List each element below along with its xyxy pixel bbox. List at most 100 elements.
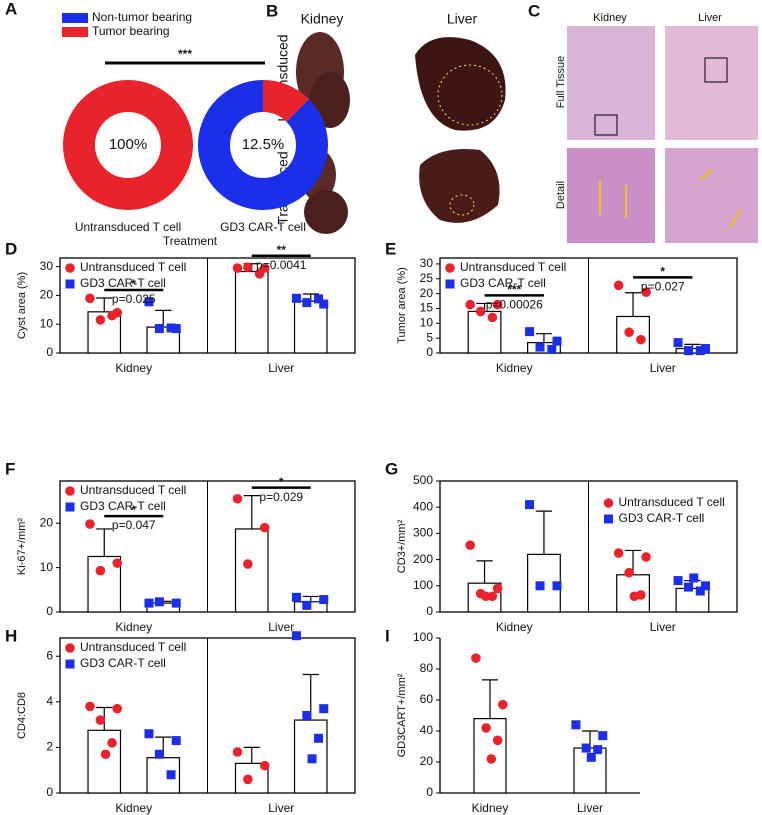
- data-point: [552, 581, 562, 591]
- bar: [234, 528, 269, 613]
- data-point: [307, 754, 317, 764]
- data-point: [85, 293, 95, 304]
- column-label: Liver: [698, 12, 722, 24]
- error-bar: [96, 297, 113, 312]
- y-tick-label: 20: [420, 754, 434, 768]
- data-point: [487, 312, 498, 323]
- y-tick-label: 6: [46, 648, 53, 662]
- significance-stars: ***: [178, 47, 192, 61]
- data-point: [552, 336, 562, 346]
- y-tick-label: 10: [40, 560, 54, 574]
- data-point: [171, 324, 181, 334]
- row-label: Detail: [555, 181, 567, 209]
- data-point: [481, 723, 491, 733]
- bar: [293, 719, 328, 794]
- legend-swatch: [62, 27, 88, 37]
- legend-label: GD3 CAR-T cell: [460, 276, 546, 290]
- p-value: p=0.00026: [486, 298, 543, 312]
- error-bar: [535, 510, 553, 555]
- y-tick-label: 4: [46, 694, 53, 708]
- bar: [87, 555, 122, 613]
- data-point: [166, 323, 176, 333]
- data-point: [166, 770, 176, 780]
- data-point: [144, 598, 154, 608]
- data-point: [154, 597, 164, 607]
- legend-marker: [65, 279, 75, 289]
- data-point: [314, 294, 324, 304]
- data-point: [95, 715, 106, 725]
- y-tick-label: 300: [413, 526, 433, 540]
- y-axis-label: Tumor area (%): [396, 267, 408, 344]
- x-tick-label: Liver: [650, 361, 676, 375]
- data-point: [581, 743, 591, 753]
- data-point: [684, 582, 694, 592]
- legend-label: GD3 CAR-T cell: [80, 656, 166, 670]
- significance-stars: **: [277, 243, 287, 257]
- y-tick-label: 30: [40, 259, 54, 273]
- y-tick-label: 20: [40, 288, 54, 302]
- y-tick-label: 60: [420, 692, 434, 706]
- error-bar: [243, 746, 260, 764]
- legend-label: GD3 CAR-T cell: [619, 511, 705, 525]
- legend-swatch: [62, 13, 88, 23]
- data-point: [112, 558, 123, 568]
- x-tick-label: Kidney: [115, 620, 152, 634]
- row-label: Full Tissue: [555, 56, 567, 109]
- data-point: [465, 540, 475, 550]
- panel-letter: A: [5, 0, 17, 18]
- y-tick-label: 100: [413, 578, 433, 592]
- legend-marker: [65, 502, 75, 512]
- legend-marker: [65, 263, 75, 273]
- data-point: [471, 653, 481, 663]
- x-tick-label: Kidney: [115, 801, 152, 815]
- donut-segment: [198, 80, 328, 210]
- data-point: [525, 327, 535, 337]
- y-tick-label: 500: [413, 473, 433, 487]
- legend-label: Untransduced T cell: [80, 260, 186, 274]
- data-point: [144, 729, 154, 739]
- data-point: [254, 269, 265, 279]
- x-tick-label: Liver: [268, 620, 294, 634]
- data-point: [684, 346, 694, 356]
- data-point: [486, 754, 497, 764]
- legend-label: GD3 CAR-T cell: [80, 276, 166, 290]
- data-point: [154, 324, 164, 334]
- legend-marker: [604, 514, 613, 524]
- data-point: [598, 731, 608, 741]
- error-bar: [243, 495, 260, 529]
- significance-stars: *: [131, 277, 136, 291]
- y-axis-label: Cyst area (%): [16, 272, 28, 339]
- data-point: [112, 703, 123, 714]
- data-point: [319, 299, 329, 309]
- y-tick-label: 0: [426, 785, 433, 799]
- x-tick-label: Liver: [650, 620, 676, 634]
- data-point: [95, 565, 106, 576]
- y-tick-label: 0: [46, 785, 53, 799]
- y-tick-label: 80: [420, 661, 434, 675]
- data-point: [695, 586, 705, 596]
- data-point: [154, 749, 164, 759]
- data-point: [593, 745, 603, 755]
- data-point: [547, 344, 557, 354]
- error-bar: [535, 333, 553, 343]
- data-point: [319, 704, 329, 714]
- significance-stars: *: [279, 475, 284, 489]
- data-point: [492, 299, 503, 310]
- y-tick-label: 400: [413, 499, 433, 513]
- y-tick-label: 2: [46, 740, 53, 754]
- data-point: [259, 522, 270, 533]
- p-value: p=0.027: [641, 279, 685, 293]
- y-tick-label: 10: [40, 316, 54, 330]
- data-point: [243, 559, 253, 569]
- legend-marker: [65, 486, 75, 496]
- p-value: p=0.025: [112, 292, 156, 306]
- legend-marker: [65, 643, 75, 653]
- data-point: [243, 774, 253, 785]
- data-point: [535, 581, 545, 591]
- y-tick-label: 200: [413, 552, 433, 566]
- data-point: [689, 573, 699, 583]
- data-point: [302, 298, 312, 308]
- data-point: [586, 752, 596, 762]
- y-axis-label: CD3+/mm²: [396, 519, 408, 573]
- data-point: [535, 342, 545, 352]
